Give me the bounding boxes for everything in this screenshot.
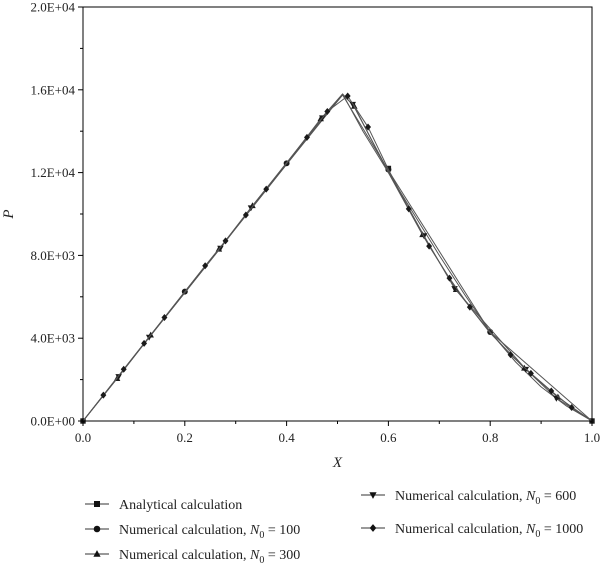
data-point-triangle-down (522, 366, 530, 373)
legend-label: Numerical calculation, N0 = 1000 (395, 522, 583, 540)
data-point-diamond (344, 92, 351, 100)
data-point-diamond (202, 262, 209, 270)
series-diamond (82, 92, 593, 422)
y-tick-label: 1.2E+04 (30, 165, 75, 180)
data-point-diamond (548, 387, 555, 395)
y-axis-ticks: 0.0E+00 4.0E+03 8.0E+03 1.2E+04 1.6E+04 2.0E+… (30, 0, 83, 429)
data-point-diamond (568, 404, 575, 412)
series-square (80, 93, 595, 424)
data-point-diamond (324, 108, 331, 116)
data-point-diamond (100, 391, 107, 399)
data-point-triangle-down (115, 374, 122, 381)
legend-label: Numerical calculation, N0 = 300 (119, 548, 300, 566)
series-line (82, 93, 593, 422)
series-line (82, 94, 593, 422)
series-triangle-up (82, 93, 593, 422)
y-tick-label: 0.0E+00 (30, 414, 75, 429)
series-line (82, 93, 593, 422)
data-point-triangle-down (553, 395, 560, 402)
data-point-diamond (405, 205, 412, 213)
x-tick-label: 0.6 (380, 430, 397, 445)
series-triangle-down (82, 94, 593, 422)
data-point-diamond (263, 185, 270, 193)
y-tick-label: 1.6E+04 (30, 82, 75, 97)
data-point-triangle-down (217, 245, 224, 252)
x-axis-ticks: 0.0 0.2 0.4 0.6 0.8 1.0 (75, 421, 600, 445)
legend-marker-square (94, 501, 100, 507)
data-point-diamond (120, 365, 127, 373)
x-tick-label: 0.2 (177, 430, 193, 445)
legend-label: Numerical calculation, N0 = 100 (119, 523, 300, 541)
data-point-diamond (466, 303, 473, 311)
data-point-diamond (527, 369, 534, 377)
legend-label: Analytical calculation (119, 498, 242, 513)
legend-marker-triangle-down (369, 492, 377, 499)
series-line (82, 95, 593, 422)
series-line (82, 94, 593, 422)
y-tick-label: 4.0E+03 (30, 331, 75, 346)
series-circle (82, 94, 593, 422)
x-tick-label: 0.0 (75, 430, 91, 445)
x-tick-label: 1.0 (584, 430, 600, 445)
legend-item: Analytical calculation (85, 498, 242, 513)
data-point-diamond (303, 133, 310, 141)
legend-label: Numerical calculation, N0 = 600 (395, 489, 576, 507)
legend: Analytical calculation Numerical calculat… (85, 489, 583, 566)
data-point-diamond (242, 211, 249, 219)
data-point-diamond (141, 339, 148, 347)
data-point-diamond (222, 237, 229, 245)
y-tick-label: 2.0E+04 (30, 0, 75, 15)
x-tick-label: 0.8 (482, 430, 498, 445)
legend-marker-diamond (369, 524, 377, 532)
data-point-diamond (446, 274, 453, 282)
data-point-triangle-down (349, 101, 357, 108)
legend-marker-circle (93, 525, 101, 533)
y-tick-label: 8.0E+03 (30, 248, 75, 263)
legend-item: Numerical calculation, N0 = 600 (361, 489, 576, 507)
plot-area (80, 92, 595, 424)
data-point-diamond (365, 123, 372, 131)
legend-item: Numerical calculation, N0 = 300 (85, 548, 300, 566)
y-axis-title: P (1, 209, 17, 219)
x-tick-label: 0.4 (278, 430, 295, 445)
data-point-diamond (161, 313, 168, 322)
x-axis-title: X (332, 455, 343, 471)
data-point-diamond (426, 242, 433, 250)
legend-item: Numerical calculation, N0 = 1000 (361, 522, 583, 540)
data-point-diamond (507, 351, 514, 359)
legend-marker-triangle-up (93, 550, 101, 557)
legend-item: Numerical calculation, N0 = 100 (85, 523, 300, 541)
